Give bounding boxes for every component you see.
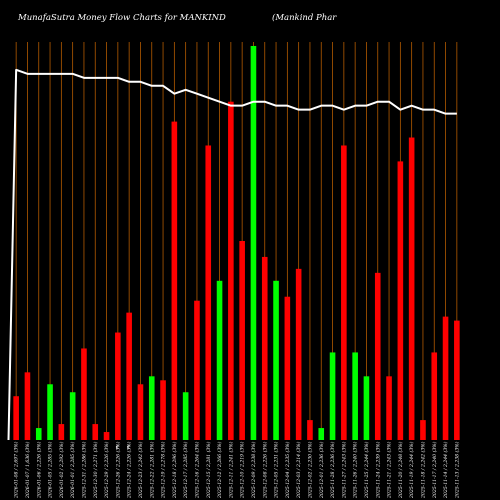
- flow-bar: [160, 380, 166, 440]
- flow-bar: [81, 348, 87, 440]
- flow-bar: [216, 280, 223, 440]
- chart-subtitle: (Mankind Phar: [272, 12, 337, 23]
- flow-bar: [250, 45, 257, 440]
- flow-bar: [374, 272, 381, 440]
- flow-bar: [352, 352, 358, 440]
- flow-bar: [205, 145, 212, 441]
- x-tick-label: 2025-11-13 / 2,238 (3%): [453, 441, 460, 499]
- flow-bar: [341, 145, 347, 441]
- flow-bar: [148, 376, 155, 440]
- x-tick-label: 2026-01-06 / 2,226 (3%): [35, 441, 42, 499]
- flow-bar: [24, 372, 31, 440]
- x-tick-label: 2026-01-02 / 2,292 (3%): [58, 441, 65, 499]
- x-tick-label: 2025-12-22 / 2,281 (3%): [148, 441, 155, 499]
- flow-bar: [194, 300, 200, 440]
- flow-bar: [103, 432, 110, 440]
- x-tick-label: 2025-12-04 / 2,235 (3%): [284, 441, 291, 499]
- money-flow-line: [7, 68, 457, 441]
- x-tick-label: 2026-01-01 / 2,285 (3%): [69, 441, 76, 499]
- x-tick-label: 2025-11-19 / 2,244 (3%): [408, 441, 415, 499]
- x-tick-label: 2025-12-17 / 2,285 (3%): [182, 441, 189, 499]
- mark-labels: € €: [115, 445, 130, 451]
- flow-bar: [69, 392, 76, 440]
- x-tick-label: 2025-12-30 / 2,271 (3%): [92, 441, 99, 499]
- x-tick-label: 2025-11-18 / 2,242 (3%): [419, 441, 426, 499]
- flow-bar: [408, 137, 415, 440]
- x-tick-label: 2025-12-26 / 2,226 (3%): [114, 441, 121, 499]
- flow-bar: [307, 420, 313, 440]
- x-tick-label: 2025-12-18 / 2,296 (3%): [171, 441, 178, 499]
- flow-bar: [329, 352, 336, 440]
- x-tick-label: 2025-12-11 / 2,241 (3%): [227, 441, 234, 499]
- flow-bar: [92, 424, 99, 440]
- x-tick-label: 2025-12-15 / 2,281 (3%): [205, 441, 212, 499]
- x-tick-label: 2025-12-05 / 2,231 (3%): [273, 441, 280, 499]
- x-tick-label: 2026-01-07 / 1,636 (3%): [24, 441, 31, 499]
- flow-bar: [431, 352, 438, 440]
- mark-label: €: [126, 445, 130, 451]
- x-tick-label: 2025-12-19 / 2,278 (3%): [160, 441, 167, 499]
- x-tick-label: 2025-12-10 / 2,219 (3%): [239, 441, 246, 499]
- flow-line: [7, 68, 457, 441]
- x-tick-label: 2025-11-17 / 2,240 (3%): [431, 441, 438, 499]
- flow-bar: [239, 241, 245, 440]
- x-tick-label: 2025-12-02 / 2,230 (3%): [306, 441, 313, 499]
- x-tick-label: 2025-12-03 / 2,214 (3%): [295, 441, 302, 499]
- x-tick-label: 2025-12-29 / 2,226 (3%): [103, 441, 110, 499]
- flow-bar: [318, 428, 325, 440]
- bars: [13, 45, 460, 441]
- flow-bar: [261, 256, 268, 440]
- x-tick-label: 2025-12-08 / 2,226 (3%): [261, 441, 268, 499]
- x-tick-label: 2026-01-08 / 2,697 (3%): [13, 441, 20, 499]
- x-tick-label: 2025-11-25 / 2,244 (3%): [363, 441, 370, 499]
- x-tick-label: 2025-12-16 / 2,264 (3%): [193, 441, 200, 499]
- x-tick-label: 2025-11-28 / 2,236 (3%): [329, 441, 336, 499]
- x-tick-label: 2025-11-14 / 2,244 (3%): [442, 441, 449, 499]
- x-tick-label: 2025-12-31 / 2,286 (3%): [80, 441, 87, 499]
- flow-bar: [126, 312, 132, 440]
- flow-bar: [58, 424, 65, 440]
- x-tick-label: 2026-01-05 / 2,285 (3%): [47, 441, 54, 499]
- x-tick-label: 2025-12-12 / 2,266 (3%): [216, 441, 223, 499]
- x-tick-label: 2025-11-21 / 2,243 (3%): [386, 441, 393, 499]
- flow-bar: [284, 296, 291, 440]
- flow-bar: [420, 420, 426, 440]
- chart-title: MunafaSutra Money Flow Charts for MANKIN…: [17, 13, 226, 23]
- flow-bar: [442, 316, 449, 440]
- flow-bar: [13, 396, 19, 440]
- x-tick-label: 2025-11-26 / 2,240 (3%): [352, 441, 359, 499]
- mark-label: €: [115, 445, 119, 451]
- flow-bar: [115, 332, 121, 440]
- x-tick-label: 2025-12-23 / 2,242 (3%): [137, 441, 144, 499]
- x-tick-label: 2025-12-24 / 2,226 (3%): [126, 441, 133, 499]
- x-tick-label: 2025-11-20 / 2,248 (3%): [397, 441, 404, 499]
- flow-bar: [35, 428, 42, 440]
- flow-bar: [454, 320, 460, 440]
- x-tick-label: 2025-12-01 / 2,236 (3%): [318, 441, 325, 499]
- flow-bar: [386, 376, 392, 440]
- x-tick-labels: 2026-01-08 / 2,697 (3%) 2026-01-07 / 1,63…: [13, 441, 461, 499]
- flow-bar: [295, 268, 302, 440]
- flow-bar: [228, 101, 234, 440]
- x-tick-label: 2025-11-24 / 2,239 (3%): [374, 441, 381, 499]
- flow-bar: [273, 280, 279, 440]
- flow-bar: [397, 161, 404, 440]
- x-tick-label: 2025-11-27 / 2,243 (3%): [340, 441, 347, 499]
- flow-bar: [363, 376, 370, 440]
- flow-bar: [47, 384, 53, 440]
- flow-bar: [182, 392, 189, 440]
- flow-bar: [137, 384, 144, 440]
- flow-bar: [171, 121, 178, 440]
- x-tick-label: 2025-12-09 / 2,238 (3%): [250, 441, 257, 499]
